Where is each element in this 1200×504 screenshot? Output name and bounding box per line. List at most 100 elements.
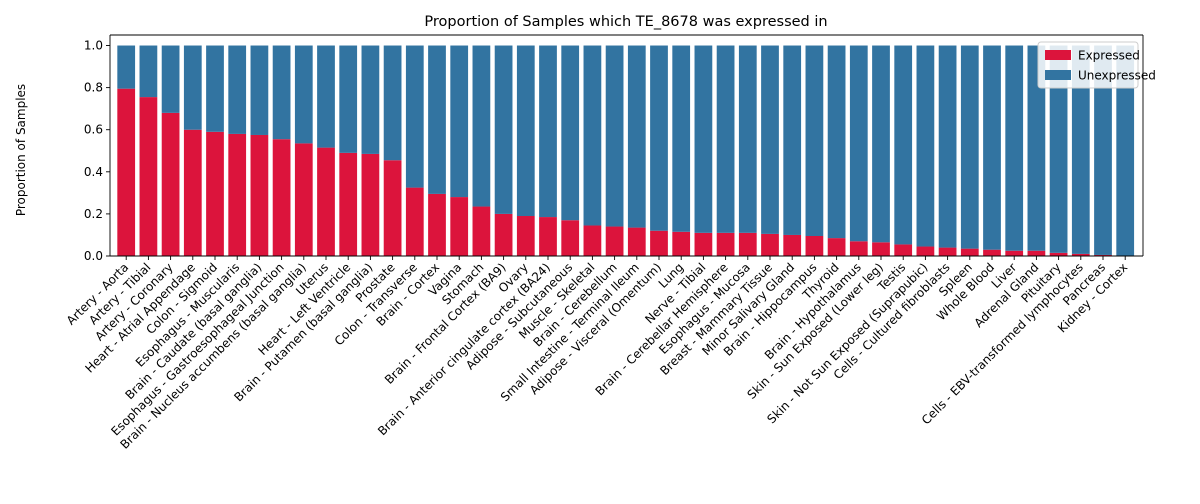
- bar-expressed: [561, 220, 580, 256]
- bar-unexpressed: [672, 45, 691, 232]
- bar-unexpressed: [1094, 45, 1112, 255]
- legend: Expressed Unexpressed: [1037, 41, 1156, 89]
- legend-label: Unexpressed: [1078, 69, 1156, 83]
- bar-expressed: [805, 236, 824, 256]
- bar-expressed: [716, 232, 735, 256]
- bar-expressed: [627, 227, 646, 256]
- bar-expressed: [872, 242, 890, 256]
- bar-unexpressed: [783, 45, 802, 235]
- bar-unexpressed: [117, 45, 136, 89]
- bar-unexpressed: [694, 45, 713, 233]
- bar-expressed: [738, 232, 757, 256]
- bar-unexpressed: [894, 45, 913, 245]
- bar-expressed: [206, 131, 224, 256]
- bar-expressed: [1027, 250, 1046, 256]
- bar-expressed: [183, 129, 202, 256]
- bar-expressed: [228, 133, 247, 256]
- bar-expressed: [960, 248, 979, 256]
- bar-unexpressed: [650, 45, 668, 231]
- bar-unexpressed: [916, 45, 935, 247]
- bar-unexpressed: [827, 45, 846, 239]
- bar-expressed: [494, 213, 513, 256]
- bar-unexpressed: [872, 45, 890, 243]
- bar-expressed: [339, 152, 358, 256]
- bar-expressed: [849, 241, 868, 256]
- bar-expressed: [117, 88, 136, 257]
- bar-unexpressed: [539, 45, 557, 218]
- bar-expressed: [539, 217, 557, 256]
- bar-unexpressed: [1027, 45, 1046, 251]
- bar-expressed: [827, 238, 846, 256]
- bar-expressed: [605, 226, 624, 256]
- bar-unexpressed: [161, 45, 180, 113]
- bar-expressed: [1049, 252, 1068, 256]
- bar-expressed: [272, 139, 291, 256]
- y-tick-label: 0.4: [84, 165, 103, 179]
- bar-unexpressed: [361, 45, 380, 154]
- bars-group: [117, 45, 1135, 257]
- bar-expressed: [405, 187, 424, 256]
- bar-expressed: [516, 216, 535, 256]
- y-axis-label: Proportion of Samples: [14, 84, 28, 216]
- bar-expressed: [383, 160, 402, 256]
- bar-expressed: [428, 193, 446, 256]
- bar-unexpressed: [1049, 45, 1068, 253]
- bar-expressed: [650, 230, 668, 256]
- bar-unexpressed: [738, 45, 757, 233]
- bar-unexpressed: [405, 45, 424, 188]
- bar-expressed: [294, 143, 313, 256]
- bar-unexpressed: [1071, 45, 1090, 254]
- bar-unexpressed: [139, 45, 158, 98]
- bar-unexpressed: [428, 45, 446, 194]
- bar-expressed: [472, 206, 491, 256]
- bar-expressed: [694, 232, 713, 256]
- bar-unexpressed: [206, 45, 224, 132]
- y-tick-label: 0.2: [84, 207, 103, 221]
- bar-unexpressed: [450, 45, 469, 198]
- bar-expressed: [1005, 250, 1024, 256]
- bar-unexpressed: [516, 45, 535, 217]
- bar-expressed: [1094, 254, 1112, 256]
- bar-unexpressed: [561, 45, 580, 221]
- chart-title: Proportion of Samples which TE_8678 was …: [424, 14, 827, 30]
- bar-expressed: [761, 233, 779, 256]
- y-tick-label: 0.8: [84, 81, 103, 95]
- bar-unexpressed: [960, 45, 979, 249]
- bar-unexpressed: [294, 45, 313, 144]
- bar-expressed: [139, 97, 158, 256]
- bar-unexpressed: [250, 45, 269, 135]
- bar-unexpressed: [472, 45, 491, 207]
- legend-label: Expressed: [1078, 49, 1140, 63]
- y-tick-label: 0.6: [84, 123, 103, 137]
- bar-expressed: [938, 247, 957, 256]
- bar-expressed: [916, 246, 935, 256]
- bar-unexpressed: [339, 45, 358, 153]
- bar-expressed: [672, 231, 691, 256]
- bar-unexpressed: [983, 45, 1001, 250]
- bar-expressed: [583, 225, 602, 256]
- bar-unexpressed: [1005, 45, 1024, 251]
- bar-expressed: [161, 112, 180, 256]
- bar-unexpressed: [383, 45, 402, 161]
- y-tick-label: 1.0: [84, 39, 103, 53]
- bar-unexpressed: [494, 45, 513, 214]
- bar-expressed: [1071, 253, 1090, 256]
- bar-unexpressed: [605, 45, 624, 227]
- y-tick-label: 0.0: [84, 249, 103, 263]
- bar-expressed: [450, 197, 469, 256]
- bar-expressed: [317, 147, 335, 256]
- bar-expressed: [894, 244, 913, 256]
- bar-unexpressed: [716, 45, 735, 233]
- bar-unexpressed: [938, 45, 957, 248]
- bar-unexpressed: [583, 45, 602, 226]
- bar-expressed: [783, 234, 802, 256]
- bar-unexpressed: [805, 45, 824, 237]
- bar-unexpressed: [228, 45, 247, 134]
- bar-unexpressed: [1116, 45, 1135, 257]
- bar-unexpressed: [183, 45, 202, 130]
- bar-expressed: [250, 134, 269, 256]
- legend-swatch: [1045, 70, 1071, 80]
